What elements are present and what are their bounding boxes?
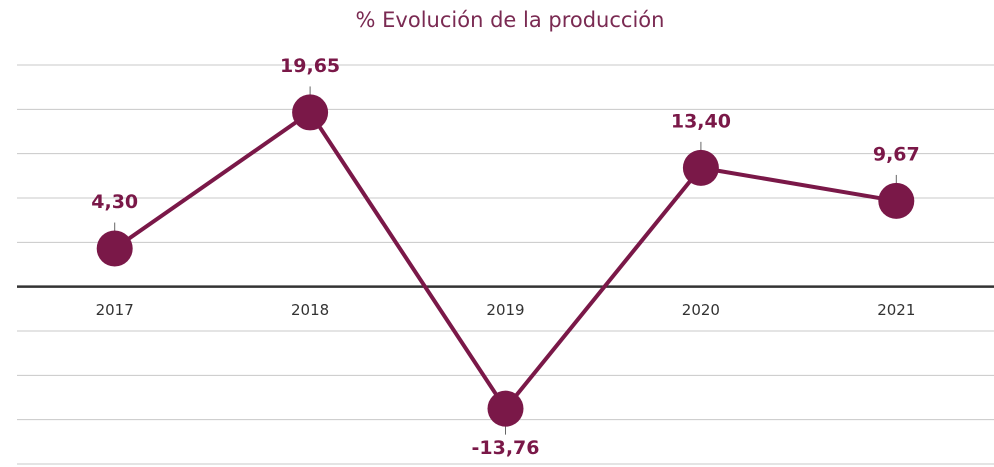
point <box>487 390 524 427</box>
data-label: 13,40 <box>671 110 731 132</box>
point <box>292 94 329 131</box>
point <box>878 182 915 219</box>
x-tick-label: 2018 <box>291 301 329 319</box>
chart-title: % Evolución de la producción <box>356 8 665 32</box>
point <box>682 149 719 186</box>
data-label: 19,65 <box>280 55 340 77</box>
x-tick-label: 2019 <box>486 301 524 319</box>
x-tick-label: 2020 <box>682 301 720 319</box>
x-tick-label: 2017 <box>96 301 134 319</box>
data-label: -13,76 <box>472 437 540 459</box>
point <box>96 230 133 267</box>
data-label: 9,67 <box>873 143 920 165</box>
line <box>113 109 897 413</box>
x-tick-label: 2021 <box>877 301 915 319</box>
data-label: 4,30 <box>91 191 138 213</box>
